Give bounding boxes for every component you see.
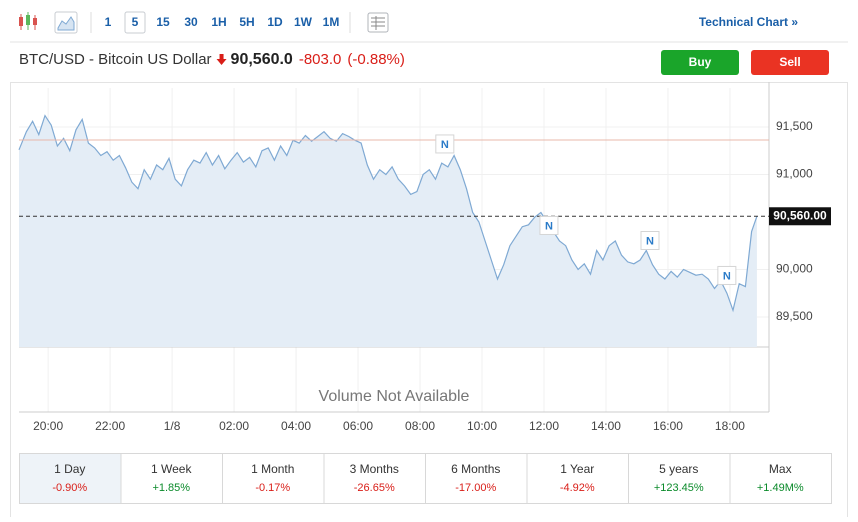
chart-frame bbox=[10, 82, 848, 522]
sell-button[interactable] bbox=[751, 50, 829, 75]
icon bbox=[26, 15, 30, 25]
x-tick-label: 04:00 bbox=[281, 419, 311, 433]
period-cell[interactable] bbox=[19, 453, 122, 504]
icon bbox=[19, 17, 23, 26]
period-cell[interactable] bbox=[323, 453, 426, 504]
period-label[interactable]: 1 Month bbox=[251, 462, 294, 476]
icon bbox=[33, 18, 37, 25]
interval[interactable]: 1 bbox=[105, 15, 112, 29]
symbol: BTC/USD - Bitcoin US Dollar bbox=[19, 51, 212, 68]
interval-group: 1 5 15 30 1H 5H 1D 1W 1M bbox=[105, 11, 340, 34]
period-change[interactable]: -0.90% bbox=[52, 482, 87, 494]
y-tick-label: 91,500 bbox=[776, 119, 813, 133]
icon bbox=[371, 16, 385, 30]
y-tick-label: 89,500 bbox=[776, 309, 813, 323]
period-change[interactable]: -0.17% bbox=[255, 482, 290, 494]
period-cell[interactable] bbox=[628, 453, 731, 504]
period-cell[interactable] bbox=[526, 453, 629, 504]
period-cell[interactable] bbox=[729, 453, 832, 504]
x-tick-label: 02:00 bbox=[219, 419, 249, 433]
x-tick-label: 06:00 bbox=[343, 419, 373, 433]
news-marker[interactable] bbox=[640, 230, 660, 250]
x-tick-label: 1/8 bbox=[164, 419, 181, 433]
period-label[interactable]: 1 Week bbox=[151, 462, 192, 476]
x-tick-label: 08:00 bbox=[405, 419, 435, 433]
x-tick-label: 18:00 bbox=[715, 419, 745, 433]
change: -803.0 bbox=[299, 51, 342, 68]
period-cell[interactable] bbox=[120, 453, 223, 504]
last-price-box bbox=[769, 207, 831, 226]
period-label[interactable]: 1 Year bbox=[560, 462, 594, 476]
last-price-label: 90,560.00 bbox=[773, 208, 827, 222]
interval[interactable]: 1W bbox=[294, 15, 313, 29]
period-label[interactable]: 1 Day bbox=[54, 462, 85, 476]
interval[interactable]: 30 bbox=[184, 15, 198, 29]
news-label[interactable]: N bbox=[646, 235, 654, 247]
period-cell[interactable] bbox=[222, 453, 325, 504]
price-line bbox=[18, 114, 758, 313]
period-label[interactable]: 5 years bbox=[659, 462, 698, 476]
volume-note: Volume Not Available bbox=[319, 388, 470, 405]
chart: 20:00 22:00 1/8 02:00 04:00 06:00 08:00 10:00 12… bbox=[18, 82, 831, 433]
period-label[interactable]: 3 Months bbox=[350, 462, 399, 476]
interval[interactable]: 1M bbox=[323, 15, 340, 29]
interval[interactable]: 15 bbox=[156, 15, 170, 29]
period-label[interactable]: Max bbox=[769, 462, 792, 476]
x-tick-label: 12:00 bbox=[529, 419, 559, 433]
period-cell[interactable] bbox=[425, 453, 528, 504]
period-label[interactable]: 6 Months bbox=[451, 462, 500, 476]
period-change[interactable]: +1.49M% bbox=[757, 482, 804, 494]
period-change[interactable]: +1.85% bbox=[152, 482, 190, 494]
interval[interactable]: 1H bbox=[211, 15, 226, 29]
y-tick-label: 91,000 bbox=[776, 167, 813, 181]
price-area bbox=[19, 115, 757, 347]
period-change[interactable]: -26.65% bbox=[354, 482, 395, 494]
change-percent: (-0.88%) bbox=[347, 51, 405, 68]
y-tick-label: 90,000 bbox=[776, 262, 813, 276]
news-label[interactable]: N bbox=[441, 139, 449, 151]
news-marker[interactable] bbox=[717, 265, 737, 285]
x-tick-label: 14:00 bbox=[591, 419, 621, 433]
candle-icon[interactable] bbox=[19, 12, 37, 30]
period-change[interactable]: -4.92% bbox=[560, 482, 595, 494]
news-marker[interactable] bbox=[435, 134, 455, 154]
period-table: 1 Day -0.90% 1 Week +1.85% 1 Month -0.17% 3 Mo… bbox=[19, 453, 832, 504]
down-arrow bbox=[216, 54, 227, 65]
period-change[interactable]: +123.45% bbox=[654, 482, 704, 494]
buy-button[interactable] bbox=[661, 50, 739, 75]
news-label[interactable]: N bbox=[545, 220, 553, 232]
icon bbox=[57, 16, 75, 31]
news-label[interactable]: N bbox=[723, 270, 731, 282]
x-tick-label: 10:00 bbox=[467, 419, 497, 433]
x-tick-label: 16:00 bbox=[653, 419, 683, 433]
x-tick-label: 22:00 bbox=[95, 419, 125, 433]
x-tick-label: 20:00 bbox=[33, 419, 63, 433]
news-marker[interactable] bbox=[539, 215, 559, 235]
price: 90,560.0 bbox=[231, 51, 293, 68]
interval[interactable]: 5H bbox=[239, 15, 254, 29]
interval-selected bbox=[124, 11, 146, 34]
sell-label[interactable]: Sell bbox=[779, 55, 800, 69]
interval[interactable]: 1D bbox=[267, 15, 283, 29]
period-change[interactable]: -17.00% bbox=[455, 482, 496, 494]
technical-chart-link[interactable]: Technical Chart » bbox=[699, 15, 798, 29]
interval[interactable]: 5 bbox=[132, 15, 139, 29]
buy-label[interactable]: Buy bbox=[689, 55, 712, 69]
